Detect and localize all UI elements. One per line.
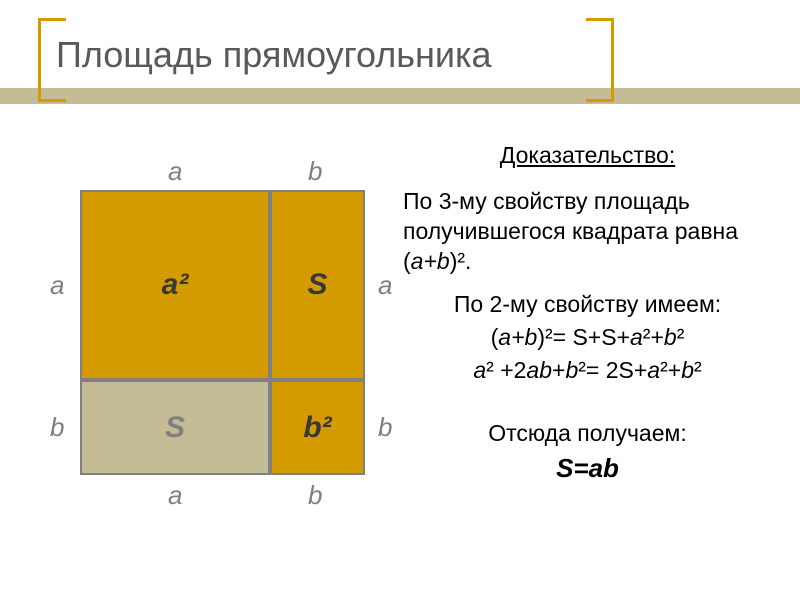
label-b-left: b — [50, 412, 64, 443]
l3-p2: ² — [677, 324, 685, 350]
label-b-right: b — [378, 412, 392, 443]
proof-line-3: (a+b)²= S+S+a²+b² — [395, 324, 780, 351]
bracket-left-icon — [38, 18, 66, 102]
cell-b-squared: b² — [270, 380, 365, 475]
l3-a: a — [630, 324, 643, 350]
label-a-left: a — [50, 270, 64, 301]
proof-conclude: Отсюда получаем: — [395, 420, 780, 447]
l4-a2: a — [647, 357, 660, 383]
proof-heading: Доказательство: — [395, 142, 780, 169]
p1-var: a+b — [411, 248, 450, 274]
cell-a-squared: a² — [80, 190, 270, 380]
proof-line-2: По 2-му свойству имеем: — [395, 291, 780, 318]
l4-t1: ² +2 — [486, 357, 526, 383]
cell-b2-label: b² — [303, 411, 331, 445]
proof-para-1: По 3-му свойству площадь получившегося к… — [395, 187, 780, 277]
label-a-bottom: a — [168, 480, 182, 511]
l4-t5: ² — [694, 357, 702, 383]
cell-s-bottom-left: S — [80, 380, 270, 475]
label-b-top: b — [308, 156, 322, 187]
title-block: Площадь прямоугольника — [56, 34, 492, 76]
l3-p1: ²+ — [643, 324, 664, 350]
label-b-bottom: b — [308, 480, 322, 511]
proof-final: S=ab — [395, 453, 780, 484]
slide-band — [0, 88, 800, 104]
cell-sbl-label: S — [165, 411, 185, 445]
cell-str-label: S — [307, 268, 327, 302]
l4-b: b — [565, 357, 578, 383]
label-a-right: a — [378, 270, 392, 301]
p1-post: )². — [450, 248, 472, 274]
l4-ab: ab — [526, 357, 552, 383]
proof-line-4: a² +2ab+b²= 2S+a²+b² — [395, 357, 780, 384]
l4-t4: ²+ — [660, 357, 681, 383]
l4-a: a — [473, 357, 486, 383]
l4-t3: ²= 2S+ — [578, 357, 647, 383]
l3-b: b — [664, 324, 677, 350]
bracket-right-icon — [586, 18, 614, 102]
cell-s-top-right: S — [270, 190, 365, 380]
l4-t2: + — [552, 357, 565, 383]
l3-var: a+b — [498, 324, 537, 350]
l4-b2: b — [681, 357, 694, 383]
rectangle-diagram: a b a b a b a b a² S S b² — [80, 190, 365, 475]
l3-mid: )²= S+S+ — [537, 324, 630, 350]
cell-a2-label: a² — [162, 268, 189, 302]
label-a-top: a — [168, 156, 182, 187]
slide-title: Площадь прямоугольника — [56, 34, 492, 76]
proof-column: Доказательство: По 3-му свойству площадь… — [395, 142, 780, 484]
